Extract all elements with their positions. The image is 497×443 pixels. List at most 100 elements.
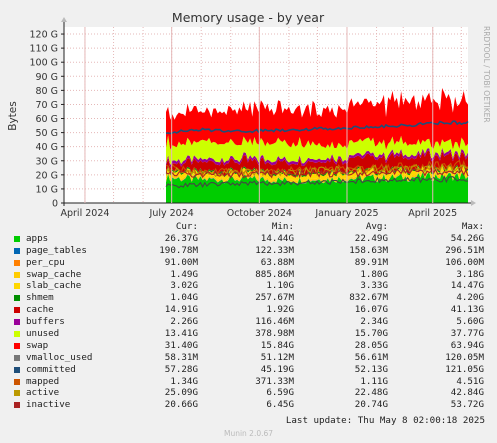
- y-tick-label: 80 G: [36, 86, 58, 97]
- legend-series-name: committed: [26, 363, 76, 375]
- legend-avg-value: 20.74G: [354, 399, 388, 411]
- legend-avg-value: 22.49G: [354, 232, 388, 244]
- legend-series-name: per_cpu: [26, 256, 65, 268]
- legend-row-apps: apps 26.37G 14.44G 22.49G 54.26G: [12, 233, 490, 245]
- legend-cur-value: 58.31M: [164, 351, 198, 363]
- legend-cur-value: 190.78M: [159, 244, 198, 256]
- legend-row-vmalloc-used: vmalloc_used 58.31M 51.12M 56.61M 120.05M: [12, 352, 490, 364]
- legend-min-value: 45.19G: [260, 363, 294, 375]
- legend-cur-value: 13.41G: [164, 328, 198, 340]
- x-tick-label: July 2024: [149, 208, 194, 219]
- legend-row-slab-cache: slab_cache 3.02G 1.10G 3.33G 14.47G: [12, 280, 490, 292]
- x-tick-label: April 2025: [408, 208, 457, 219]
- legend-swatch: [14, 259, 20, 266]
- legend-max-value: 14.47G: [450, 280, 484, 292]
- y-tick-label: 40 G: [36, 142, 58, 153]
- legend-series-name: swap: [26, 339, 49, 351]
- legend-max-value: 5.60G: [456, 316, 484, 328]
- legend-avg-value: 832.67M: [349, 292, 388, 304]
- legend-max-value: 4.51G: [456, 375, 484, 387]
- x-tick-label: April 2024: [61, 208, 110, 219]
- legend-swatch: [14, 366, 20, 373]
- legend-min-value: 1.92G: [266, 304, 294, 316]
- x-tick-label: January 2025: [314, 208, 378, 219]
- legend-max-value: 3.18G: [456, 268, 484, 280]
- area-apps: [166, 172, 468, 203]
- legend-max-value: 4.20G: [456, 292, 484, 304]
- legend-swatch: [14, 307, 20, 314]
- legend-cur-value: 1.49G: [170, 268, 198, 280]
- legend-series-name: inactive: [26, 399, 71, 411]
- legend-avg-value: 89.91M: [354, 256, 388, 268]
- legend-min-value: 378.98M: [255, 328, 294, 340]
- y-tick-label: 0: [52, 199, 58, 210]
- legend-min-value: 6.59G: [266, 387, 294, 399]
- legend-row-cache: cache 14.91G 1.92G 16.07G 41.13G: [12, 304, 490, 316]
- area-swap-cache: [166, 169, 468, 184]
- legend-series-name: mapped: [26, 375, 60, 387]
- legend-series-name: page_tables: [26, 244, 87, 256]
- line-mapped: [165, 159, 468, 177]
- legend-max-value: 106.00M: [445, 256, 484, 268]
- last-update-text: Last update: Thu May 8 02:00:18 2025: [285, 415, 485, 426]
- legend-swatch: [14, 319, 20, 326]
- legend-row-swap-cache: swap_cache 1.49G 885.86M 1.80G 3.18G: [12, 269, 490, 281]
- legend-swatch: [14, 342, 20, 349]
- legend-min-value: 15.84G: [260, 339, 294, 351]
- legend-series-name: cache: [26, 304, 54, 316]
- line-inactive: [165, 167, 469, 179]
- legend-min-value: 14.44G: [260, 232, 294, 244]
- legend-swatch: [14, 390, 20, 397]
- legend-series-name: buffers: [26, 316, 65, 328]
- header-avg: Avg:: [365, 221, 388, 232]
- legend-min-value: 6.45G: [266, 399, 294, 411]
- area-unused: [166, 135, 468, 165]
- header-min: Min:: [271, 221, 294, 232]
- y-tick-label: 30 G: [36, 156, 58, 167]
- y-tick-label: 110 G: [29, 44, 58, 55]
- legend-avg-value: 15.70G: [354, 328, 388, 340]
- legend-table: Cur: Min: Avg: Max: apps 26.37G 14.44G 22.4…: [12, 221, 490, 411]
- legend-avg-value: 52.13G: [354, 363, 388, 375]
- legend-swatch: [14, 283, 20, 290]
- legend-max-value: 63.94G: [450, 339, 484, 351]
- legend-min-value: 371.33M: [255, 375, 294, 387]
- legend-max-value: 296.51M: [445, 244, 484, 256]
- legend-min-value: 122.33M: [255, 244, 294, 256]
- legend-min-value: 1.10G: [266, 280, 294, 292]
- line-vmalloc-used: [165, 175, 469, 189]
- legend-row-page-tables: page_tables 190.78M 122.33M 158.63M 296.51M: [12, 245, 490, 257]
- y-axis-label: Bytes: [7, 101, 19, 130]
- legend-cur-value: 26.37G: [164, 232, 198, 244]
- legend-avg-value: 56.61M: [354, 351, 388, 363]
- legend-cur-value: 20.66G: [164, 399, 198, 411]
- legend-header: Cur: Min: Avg: Max:: [12, 221, 490, 233]
- legend-series-name: apps: [26, 232, 49, 244]
- area-swap: [166, 88, 468, 150]
- header-max: Max:: [461, 221, 484, 232]
- legend-series-name: swap_cache: [26, 268, 82, 280]
- legend-min-value: 116.46M: [255, 316, 294, 328]
- legend-max-value: 53.72G: [450, 399, 484, 411]
- series-lines: [165, 120, 469, 189]
- legend-swatch: [14, 402, 20, 409]
- legend-max-value: 41.13G: [450, 304, 484, 316]
- legend-avg-value: 1.80G: [360, 268, 388, 280]
- legend-row-unused: unused 13.41G 378.98M 15.70G 37.77G: [12, 328, 490, 340]
- legend-series-name: active: [26, 387, 60, 399]
- area-shmem: [166, 163, 468, 178]
- legend-series-name: vmalloc_used: [26, 351, 93, 363]
- area-buffers: [166, 147, 468, 168]
- legend-swatch: [14, 235, 20, 242]
- legend-min-value: 885.86M: [255, 268, 294, 280]
- legend-cur-value: 1.04G: [170, 292, 198, 304]
- legend-avg-value: 3.33G: [360, 280, 388, 292]
- legend-max-value: 120.05M: [445, 351, 484, 363]
- legend-max-value: 121.05G: [445, 363, 484, 375]
- legend-avg-value: 158.63M: [349, 244, 388, 256]
- legend-swatch: [14, 354, 20, 361]
- chart-title: Memory usage - by year: [172, 10, 325, 25]
- munin-version-footer: Munin 2.0.67: [223, 429, 274, 438]
- legend-series-name: slab_cache: [26, 280, 82, 292]
